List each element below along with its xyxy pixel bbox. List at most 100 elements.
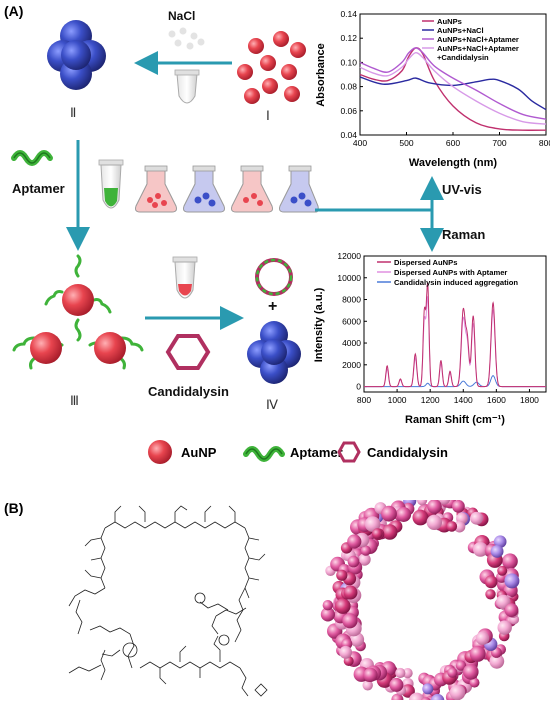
ring-atom-sphere: [475, 631, 490, 645]
tube-icon-red: [172, 256, 198, 299]
raman-legend-label: Dispersed AuNPs: [394, 258, 457, 267]
ring-atom-sphere: [396, 507, 412, 522]
ring-atom-sphere: [363, 667, 378, 682]
ring-atom-sphere: [447, 667, 458, 678]
roman-iii-label: Ⅲ: [70, 393, 79, 408]
panel-a-label: (A): [4, 3, 24, 19]
uvvis-ytick-label: 0.04: [340, 130, 357, 140]
uvvis-legend-label: AuNPs+NaCl+Aptamer +Candidalysin: [437, 44, 519, 62]
uvvis-xtick-label: 800: [539, 138, 550, 148]
raman-ytick-label: 2000: [342, 360, 361, 370]
legend-aptamer-icon: [243, 446, 285, 462]
uvvis-xtick-label: 400: [353, 138, 367, 148]
plus-sign: +: [268, 298, 277, 315]
ring-atom-sphere: [336, 569, 348, 581]
ring-atom-sphere: [504, 603, 519, 617]
uvvis-chart: 0.04 0.06 0.08 0.10 0.12 0.14 400 500 600 700 800…: [315, 9, 550, 169]
ring-atom-sphere: [381, 505, 397, 522]
aunp-aggregated-cluster: [47, 20, 106, 90]
uvvis-ytick-label: 0.06: [340, 106, 357, 116]
raman-legend-label: Dispersed AuNPs with Aptamer: [394, 268, 507, 277]
ring-atom-sphere: [422, 683, 434, 695]
raman-chart: 0 2000 4000 6000 8000 10000 12000 800 1000 1200 1…: [313, 251, 547, 426]
ring-atom-sphere: [402, 668, 413, 679]
aunp-aggregated-final: [247, 321, 301, 384]
raman-ytick-label: 10000: [337, 273, 361, 283]
ring-atom-sphere: [484, 575, 498, 589]
ring-atom-sphere: [502, 553, 518, 570]
ring-atom-sphere: [389, 677, 404, 692]
ring-atom-sphere: [412, 509, 429, 526]
ring-atom-sphere: [463, 664, 479, 680]
ring-atom-sphere: [497, 620, 512, 635]
ring-atom-sphere: [408, 692, 425, 700]
ring-atom-sphere: [347, 555, 360, 568]
uvvis-ytick-label: 0.14: [340, 9, 357, 19]
raman-label: Raman: [442, 227, 486, 242]
ring-atom-sphere: [322, 600, 333, 611]
ring-atom-sphere: [372, 528, 383, 539]
legend-aunp-icon: [148, 440, 172, 464]
flask-2: [183, 165, 225, 213]
uvvis-ytick-label: 0.08: [340, 82, 357, 92]
flask-4: [279, 165, 319, 213]
raman-ylabel: Intensity (a.u.): [313, 287, 325, 362]
ring-atom-sphere: [421, 697, 431, 700]
legend-aunp-label: AuNP: [181, 445, 217, 460]
ring-atom-sphere: [490, 545, 504, 558]
roman-iv-label: Ⅳ: [266, 397, 278, 412]
raman-xtick-label: 1800: [520, 395, 539, 405]
uvvis-ytick-label: 0.12: [340, 33, 357, 43]
ring-atom-sphere: [362, 680, 373, 691]
uvvis-xlabel: Wavelength (nm): [409, 157, 498, 169]
nacl-label: NaCl: [168, 9, 195, 23]
raman-legend-label: Candidalysin induced aggregation: [394, 278, 518, 287]
raman-xtick-label: 1200: [421, 395, 440, 405]
ring-atom-sphere: [469, 677, 480, 688]
ring-atom-sphere: [449, 684, 466, 700]
ring-atom-sphere: [417, 500, 428, 506]
ring-atom-sphere: [452, 500, 465, 513]
raman-xlabel: Raman Shift (cm⁻¹): [405, 414, 505, 426]
legend-row: AuNP Aptamer Candidalysin: [148, 440, 448, 464]
ring-atom-sphere: [485, 589, 496, 600]
ring-atom-sphere: [453, 520, 466, 533]
uvvis-ylabel: Absorbance: [315, 43, 327, 107]
ring-atom-sphere: [438, 500, 451, 505]
flask-3: [231, 165, 273, 213]
flask-1: [135, 165, 177, 213]
ring-atom-sphere: [455, 660, 467, 671]
roman-ii-label: Ⅱ: [70, 105, 76, 120]
aunp-dispersed-cluster: [237, 31, 306, 104]
ring-atom-sphere: [469, 645, 486, 662]
roman-i-label: Ⅰ: [266, 108, 270, 123]
raman-series-line: [364, 282, 546, 388]
uvvis-xtick-label: 600: [446, 138, 460, 148]
uvvis-legend-label: AuNPs+NaCl+Aptamer: [437, 35, 519, 44]
candidalysin-chemical-structure: [68, 505, 268, 697]
raman-xtick-label: 1000: [388, 395, 407, 405]
ring-atom-sphere: [473, 542, 488, 557]
candidalysin-icon: [165, 334, 211, 370]
ring-atom-sphere: [343, 585, 358, 600]
ring-atom-sphere: [497, 565, 508, 576]
ring-atom-sphere: [430, 693, 445, 700]
ring-atom-sphere: [470, 511, 484, 525]
raman-xtick-label: 800: [357, 395, 371, 405]
aunp-aptamer-cluster: [12, 254, 144, 370]
tube-icon-green: [98, 159, 124, 209]
uvvis-series-line: [359, 47, 547, 131]
ring-atom-sphere: [489, 653, 505, 669]
uvvis-xtick-label: 700: [492, 138, 506, 148]
aptamer-label: Aptamer: [12, 181, 65, 196]
ring-atom-sphere: [347, 534, 362, 549]
raman-plot-frame: [363, 255, 547, 393]
ring-atom-sphere: [504, 573, 520, 589]
uvvis-legend-label: AuNPs: [437, 17, 462, 26]
ring-atom-sphere: [360, 545, 371, 556]
raman-xtick-label: 1400: [454, 395, 473, 405]
ring-atom-sphere: [364, 516, 381, 532]
ring-atom-sphere: [446, 521, 458, 532]
tube-icon-top: [174, 69, 200, 104]
uvvis-xtick-label: 500: [399, 138, 413, 148]
